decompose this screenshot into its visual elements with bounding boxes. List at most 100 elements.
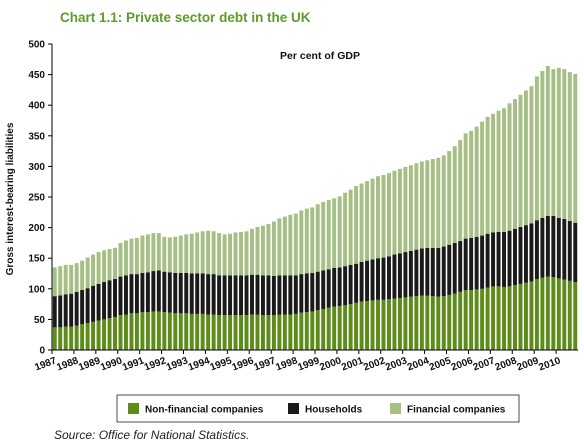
bar-segment-1: 2002Q1 Non-financial companies: 82 [381,299,386,350]
bar-segment-3: 1988Q1 Financial companies: 47 [74,263,79,292]
bar-segment-3: 1999Q1 Financial companies: 110 [315,204,320,272]
x-tick-label: 2000 [318,355,343,373]
bar-segment-3: 1996Q4 Financial companies: 84 [266,223,271,276]
bar-segment-3: 2009Q3 Financial companies: 245 [545,66,550,216]
bar-segment-2: 2000Q2 Households: 64 [343,266,348,306]
bar-segment-2: 2007Q1 Households: 88 [491,232,496,287]
bar-segment-1: 1988Q4 Non-financial companies: 46 [91,321,96,350]
bar-segment-1: 2006Q3 Non-financial companies: 100 [480,288,485,350]
bar-segment-1: 2001Q1 Non-financial companies: 79 [359,301,364,350]
bar-segment-3: 2010Q2 Financial companies: 245 [562,69,567,220]
bar-segment-2: 1992Q3 Households: 66 [173,272,178,314]
bar-segment-1: 2006Q2 Non-financial companies: 99 [474,289,479,350]
bar-segment-2: 1987Q3 Households: 53 [63,294,68,327]
bar-segment-3: 1996Q3 Financial companies: 81 [260,225,265,276]
bar-segment-1: 1996Q1 Non-financial companies: 58 [250,314,254,350]
bar-segment-2: 2010Q1 Households: 99 [556,217,561,279]
bar-segment-1: 1989Q1 Non-financial companies: 48 [96,320,101,350]
bar-segment-1: 1998Q2 Non-financial companies: 61 [299,312,304,350]
bar-segment-1: 2002Q2 Non-financial companies: 83 [387,299,391,350]
bar-segment-2: 2001Q4 Households: 68 [376,258,380,300]
bar-segment-2: 1988Q4 Households: 59 [91,285,96,322]
bar-segment-2: 1998Q1 Households: 63 [293,275,298,314]
x-tick-label: 1994 [187,355,212,373]
bar-segment-3: 2010Q1 Financial companies: 245 [556,67,561,218]
chart: 1987Q1 Non-financial companies: 371987Q1… [5,40,578,423]
bar-segment-3: 2002Q2 Financial companies: 136 [387,173,391,257]
x-tick-label: 2010 [537,355,562,373]
bar-segment-2: 1990Q4 Households: 64 [134,274,139,314]
bar-segment-1: 1992Q2 Non-financial companies: 61 [167,312,172,350]
bar-segment-2: 1988Q3 Households: 57 [85,288,90,324]
x-tick-label: 1998 [274,355,299,373]
bar-segment-3: 1991Q3 Financial companies: 62 [151,233,156,272]
bar-segment-3: 1998Q1 Financial companies: 101 [293,213,298,276]
x-tick-label: 2005 [428,355,453,373]
bar-segment-3: 2005Q2 Financial companies: 158 [452,146,457,243]
bar-segment-3: 1992Q4 Financial companies: 61 [178,235,183,273]
bar-segment-3: 2005Q1 Financial companies: 153 [447,151,452,245]
x-tick-label: 1997 [253,355,278,373]
bar-segment-1: 2008Q4 Non-financial companies: 112 [529,281,534,350]
bar-segment-3: 2009Q4 Financial companies: 240 [551,69,556,216]
bar-segment-1: 1995Q2 Non-financial companies: 57 [233,315,238,350]
bar-segment-3: 2003Q3 Financial companies: 141 [414,163,419,250]
bar-segment-1: 2005Q1 Non-financial companies: 90 [447,294,452,350]
bar-segment-2: 2006Q2 Households: 86 [474,236,479,290]
bar-segment-3: 1989Q2 Financial companies: 52 [102,250,107,283]
bar-segment-2: 1990Q2 Households: 64 [124,275,128,315]
bar-segment-2: 1995Q4 Households: 65 [244,275,249,316]
bars-layer: 1987Q1 Non-financial companies: 371987Q1… [52,66,578,350]
bar-segment-1: 2008Q2 Non-financial companies: 108 [518,283,523,350]
bar-segment-2: 1995Q3 Households: 65 [239,275,244,316]
bar-segment-3: 2009Q1 Financial companies: 235 [534,76,539,221]
bar-segment-3: 1988Q3 Financial companies: 50 [85,257,90,289]
bar-segment-3: 2009Q2 Financial companies: 240 [540,70,545,218]
bar-segment-2: 2002Q1 Households: 69 [381,257,386,300]
bar-segment-1: 1991Q2 Non-financial companies: 62 [145,312,150,350]
bar-segment-1: 1992Q4 Non-financial companies: 60 [178,313,183,350]
bar-segment-1: 1990Q2 Non-financial companies: 58 [124,314,128,350]
bar-segment-2: 1991Q3 Households: 66 [151,271,156,312]
bar-segment-2: 1991Q2 Households: 65 [145,272,150,313]
bar-segment-3: 2010Q4 Financial companies: 243 [573,73,578,223]
bar-segment-1: 2001Q3 Non-financial companies: 81 [370,300,375,350]
bar-segment-1: 1989Q3 Non-financial companies: 52 [107,318,112,350]
bar-segment-2: 2004Q2 Households: 79 [430,247,435,297]
bar-segment-2: 1987Q1 Households: 51 [52,296,57,328]
bar-segment-1: 1990Q4 Non-financial companies: 60 [134,313,139,350]
bar-segment-1: 2010Q2 Non-financial companies: 115 [562,279,567,350]
y-tick-label: 250 [28,193,45,204]
bar-segment-2: 1991Q4 Households: 67 [156,270,161,312]
bar-segment-1: 1996Q2 Non-financial companies: 58 [255,314,260,350]
bar-segment-1: 2003Q2 Non-financial companies: 87 [408,296,413,350]
bar-segment-3: 2007Q1 Financial companies: 194 [491,113,496,233]
bar-segment-1: 1992Q3 Non-financial companies: 60 [173,313,178,350]
bar-segment-2: 1990Q3 Households: 64 [129,274,134,314]
bar-segment-2: 1996Q1 Households: 65 [250,274,254,315]
bar-segment-3: 2004Q2 Financial companies: 145 [430,159,435,248]
bar-segment-2: 1991Q1 Households: 64 [140,272,145,313]
bar-segment-2: 2005Q2 Households: 83 [452,242,457,294]
bar-segment-2: 2008Q1 Households: 92 [513,228,517,286]
bar-segment-1: 2000Q3 Non-financial companies: 75 [348,304,353,350]
x-tick-label: 1988 [55,355,80,373]
bar-segment-3: 1997Q2 Financial companies: 93 [277,218,282,276]
x-tick-label: 1993 [165,355,190,373]
bar-segment-2: 1993Q3 Households: 66 [195,273,200,314]
bar-segment-2: 2003Q2 Households: 75 [408,250,413,297]
bar-segment-3: 1996Q2 Financial companies: 78 [255,226,260,275]
bar-segment-2: 2003Q1 Households: 74 [403,252,408,298]
bar-segment-3: 2002Q3 Financial companies: 137 [392,170,397,255]
bar-segment-1: 1991Q1 Non-financial companies: 62 [140,312,145,350]
bar-segment-1: 2009Q3 Non-financial companies: 120 [545,276,550,350]
bar-segment-3: 2000Q1 Financial companies: 116 [337,196,342,268]
bar-segment-1: 1994Q2 Non-financial companies: 58 [211,314,216,350]
bar-segment-2: 2009Q1 Households: 96 [534,220,539,280]
bar-segment-3: 1998Q4 Financial companies: 107 [310,207,315,273]
bar-segment-3: 2006Q1 Financial companies: 175 [469,130,474,238]
bar-segment-2: 1998Q4 Households: 63 [310,272,315,312]
bar-segment-1: 2006Q1 Non-financial companies: 98 [469,290,474,350]
bar-segment-2: 2000Q1 Households: 63 [337,267,342,306]
bar-segment-3: 2010Q3 Financial companies: 243 [567,72,572,221]
